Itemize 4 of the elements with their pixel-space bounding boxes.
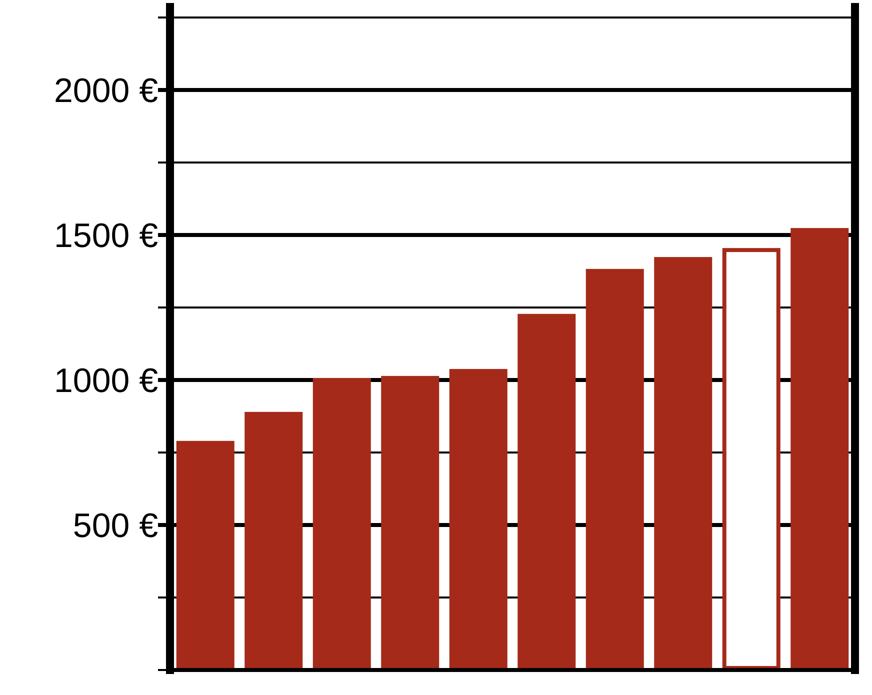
- y-tick-label: 2000 €: [54, 72, 158, 110]
- y-tick-label: 1500 €: [54, 216, 158, 255]
- y-tick-label: 500 €: [72, 506, 158, 545]
- y-tick-label: 1000 €: [54, 362, 158, 400]
